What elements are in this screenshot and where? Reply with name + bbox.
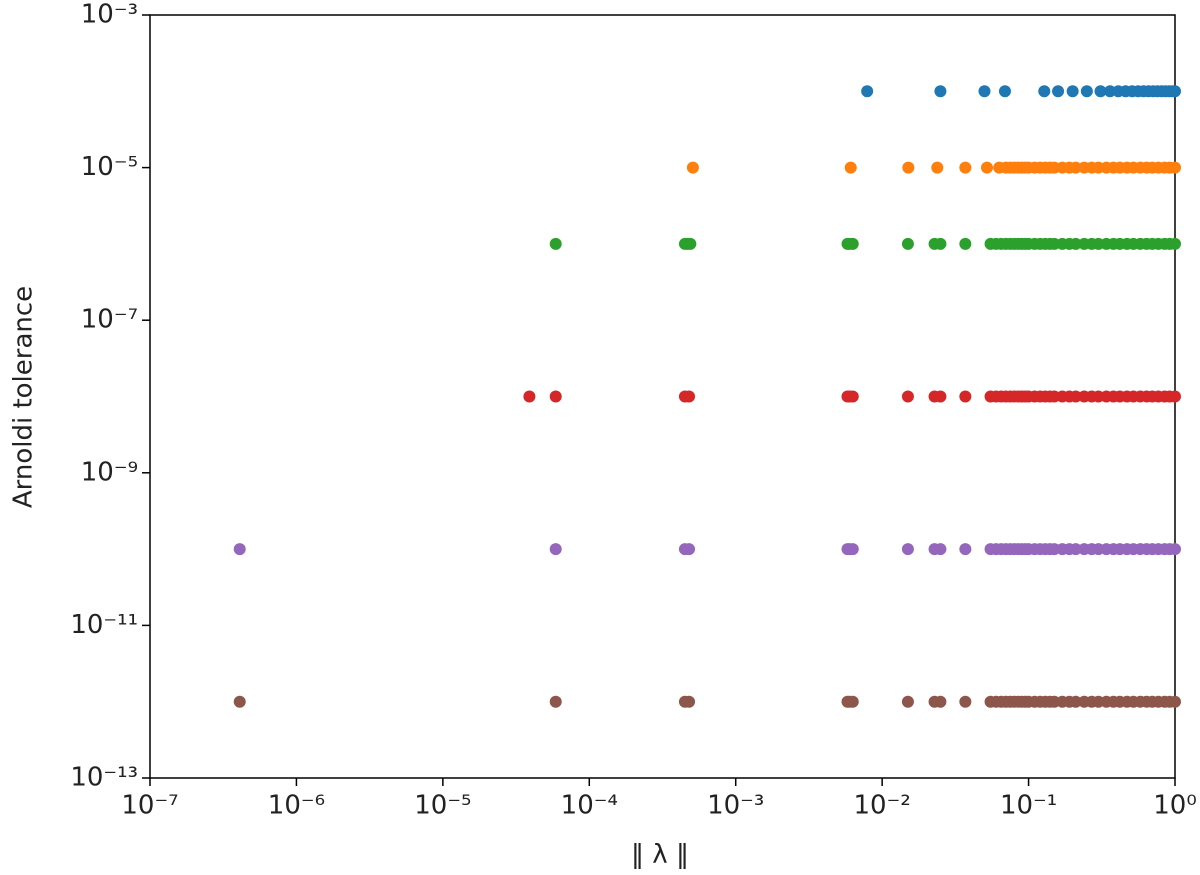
point bbox=[1094, 85, 1107, 98]
point bbox=[846, 543, 859, 556]
point bbox=[233, 695, 246, 708]
x-tick-label: 10⁻⁴ bbox=[561, 791, 618, 821]
point bbox=[1038, 85, 1051, 98]
point bbox=[1052, 85, 1065, 98]
point bbox=[901, 390, 914, 403]
point bbox=[1069, 237, 1082, 250]
y-axis-label: Arnoldi tolerance bbox=[9, 286, 39, 508]
point bbox=[1169, 695, 1181, 708]
point bbox=[1104, 85, 1117, 98]
x-tick-label: 10⁻⁵ bbox=[414, 791, 471, 821]
point bbox=[934, 85, 947, 98]
x-tick-label: 10⁻⁶ bbox=[268, 791, 325, 821]
x-tick-label: 10⁻¹ bbox=[1000, 791, 1057, 821]
point bbox=[861, 85, 874, 98]
point bbox=[901, 695, 914, 708]
point bbox=[1069, 695, 1082, 708]
point bbox=[549, 237, 562, 250]
point bbox=[684, 237, 697, 250]
point bbox=[686, 161, 699, 174]
y-tick-label: 10⁻³ bbox=[81, 0, 138, 30]
point bbox=[901, 237, 914, 250]
y-tick-label: 10⁻⁹ bbox=[81, 457, 138, 487]
point bbox=[549, 695, 562, 708]
point bbox=[931, 161, 944, 174]
point bbox=[1169, 85, 1181, 98]
point bbox=[1069, 390, 1082, 403]
point bbox=[1066, 85, 1079, 98]
x-axis-label: ‖ λ ‖ bbox=[631, 840, 689, 870]
point bbox=[846, 390, 859, 403]
point bbox=[683, 695, 696, 708]
point bbox=[934, 390, 947, 403]
x-tick-label: 10⁰ bbox=[1153, 791, 1197, 821]
point bbox=[1169, 390, 1181, 403]
point bbox=[846, 695, 859, 708]
point bbox=[978, 85, 991, 98]
x-tick-label: 10⁻² bbox=[854, 791, 911, 821]
point bbox=[934, 695, 947, 708]
point bbox=[959, 543, 972, 556]
point bbox=[1169, 161, 1181, 174]
point bbox=[846, 237, 859, 250]
point bbox=[1169, 237, 1181, 250]
point bbox=[959, 390, 972, 403]
point bbox=[934, 543, 947, 556]
point bbox=[549, 390, 562, 403]
point bbox=[959, 161, 972, 174]
point bbox=[233, 543, 246, 556]
point bbox=[683, 390, 696, 403]
point bbox=[934, 237, 947, 250]
x-tick-label: 10⁻⁷ bbox=[121, 791, 178, 821]
point bbox=[1080, 85, 1093, 98]
point bbox=[980, 161, 993, 174]
point bbox=[844, 161, 857, 174]
point bbox=[998, 85, 1011, 98]
y-tick-label: 10⁻⁷ bbox=[81, 305, 138, 335]
point bbox=[901, 543, 914, 556]
point bbox=[959, 695, 972, 708]
point bbox=[1069, 543, 1082, 556]
y-tick-label: 10⁻¹¹ bbox=[70, 610, 138, 640]
point bbox=[1169, 543, 1181, 556]
point bbox=[549, 543, 562, 556]
point bbox=[523, 390, 536, 403]
point bbox=[902, 161, 915, 174]
y-tick-label: 10⁻¹³ bbox=[70, 763, 138, 793]
point bbox=[1069, 161, 1082, 174]
point bbox=[959, 237, 972, 250]
x-tick-label: 10⁻³ bbox=[707, 791, 764, 821]
point bbox=[683, 543, 696, 556]
y-tick-label: 10⁻⁵ bbox=[81, 152, 138, 182]
